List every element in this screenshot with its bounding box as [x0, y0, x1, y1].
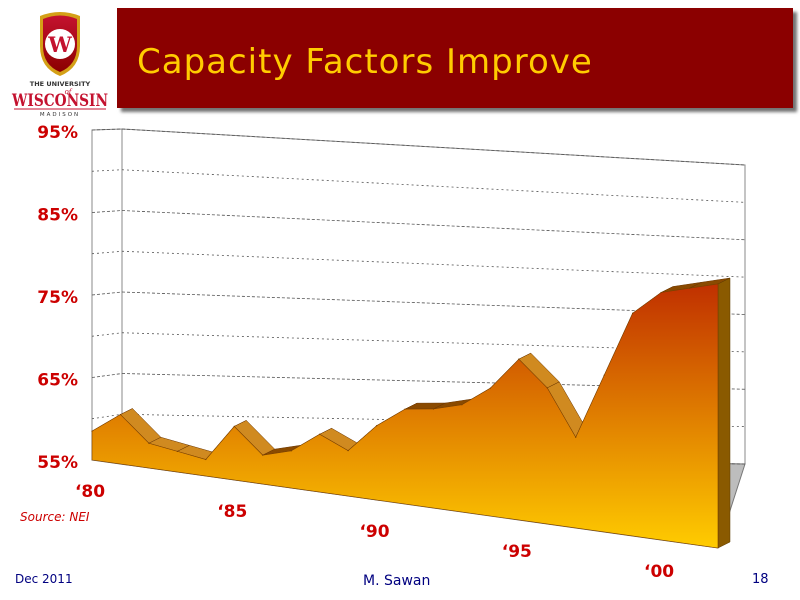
- y-tick-label: 75%: [37, 288, 78, 308]
- data-point: [575, 436, 577, 438]
- data-point: [290, 450, 292, 452]
- university-logo: W THE UNIVERSITY of WISCONSIN MADISON: [11, 12, 108, 118]
- footer-date: Dec 2011: [15, 572, 73, 586]
- data-point: [233, 425, 235, 427]
- grid-line: [91, 413, 123, 420]
- data-point: [319, 433, 321, 435]
- grid-line: [91, 128, 123, 131]
- data-point: [717, 283, 719, 285]
- data-point: [375, 425, 378, 427]
- data-point: [347, 450, 349, 452]
- logo-name: WISCONSIN: [11, 91, 108, 111]
- data-point: [518, 358, 520, 360]
- grid-line: [91, 169, 123, 172]
- y-tick-label: 55%: [37, 453, 78, 473]
- data-point: [632, 312, 634, 314]
- grid-line: [91, 250, 123, 255]
- grid-line: [121, 128, 746, 166]
- x-tick-label: ‘00: [644, 562, 674, 582]
- data-point: [148, 442, 150, 444]
- x-tick-label: ‘80: [75, 482, 105, 502]
- grid-line: [121, 291, 746, 315]
- data-point: [688, 287, 691, 289]
- grid-line: [91, 373, 123, 378]
- y-tick-label: 95%: [37, 123, 78, 143]
- logo-of-text: of: [65, 88, 73, 96]
- data-point: [546, 387, 548, 389]
- logo-city: MADISON: [40, 112, 80, 118]
- page-title: Capacity Factors Improve: [137, 42, 593, 82]
- grid-line: [121, 210, 746, 241]
- title-bar: Capacity Factors Improve: [117, 8, 793, 108]
- data-point: [461, 404, 463, 406]
- data-point: [404, 408, 406, 410]
- grid-line: [121, 250, 746, 278]
- source-note: Source: NEI: [20, 510, 90, 524]
- data-point: [432, 408, 435, 410]
- data-point: [489, 387, 491, 389]
- data-point: [660, 291, 662, 294]
- y-tick-label: 85%: [37, 206, 78, 226]
- area-front-face: [91, 283, 719, 549]
- side-wall: [91, 128, 123, 461]
- page-number: 18: [752, 572, 769, 587]
- logo-top-text: THE UNIVERSITY: [30, 80, 91, 88]
- grid-line: [121, 169, 746, 203]
- crest-icon: W: [40, 12, 80, 76]
- grid-line: [91, 291, 123, 296]
- data-point: [262, 454, 264, 456]
- x-tick-label: ‘95: [502, 542, 532, 562]
- y-axis-ticks: 55% 65% 75% 85% 95%: [37, 123, 78, 473]
- data-point: [603, 374, 605, 376]
- grid-line: [91, 332, 123, 337]
- grid-line: [91, 210, 123, 213]
- data-point: [91, 430, 93, 432]
- data-point: [119, 413, 122, 416]
- crest-letter: W: [47, 32, 72, 57]
- area-end-face: [717, 277, 731, 549]
- x-tick-label: ‘85: [217, 502, 247, 522]
- x-tick-label: ‘90: [359, 522, 389, 542]
- grid-line: [121, 332, 746, 353]
- footer-author: M. Sawan: [363, 573, 431, 589]
- chart-area: [91, 277, 731, 549]
- data-point: [205, 458, 207, 461]
- y-tick-label: 65%: [37, 371, 78, 391]
- data-point: [176, 450, 178, 452]
- x-axis-ticks: ‘80 ‘85 ‘90 ‘95 ‘00: [75, 482, 674, 582]
- grid-line: [121, 373, 746, 390]
